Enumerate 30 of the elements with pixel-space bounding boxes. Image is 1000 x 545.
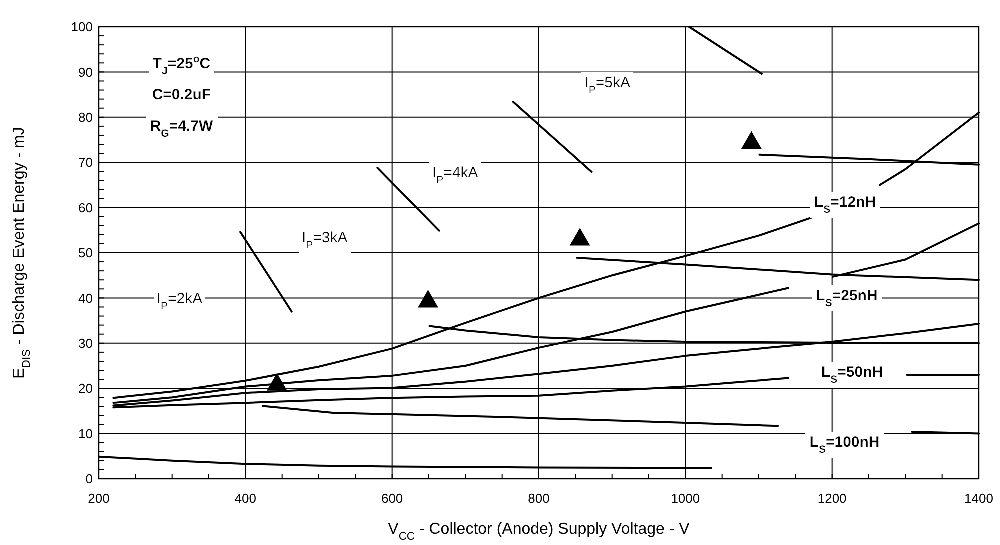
y-tick-label: 90 bbox=[78, 64, 93, 80]
annotation: T$_{J}$=25$^{o}$C bbox=[152, 53, 211, 78]
annotation: L$_{S}$=100nH bbox=[810, 434, 880, 456]
y-tick-label: 0 bbox=[86, 472, 93, 487]
annotation: I$_{P}$=4kA bbox=[432, 164, 478, 186]
x-tick-label: 1000 bbox=[671, 491, 700, 506]
y-tick-label: 30 bbox=[78, 336, 93, 351]
annotation: L$_{S}$=12nH bbox=[814, 194, 876, 216]
x-axis-title: V$_{CC}$ - Collector (Anode) Supply Voltage - V bbox=[388, 521, 690, 543]
y-tick-label: 20 bbox=[78, 381, 93, 396]
x-tick-label: 400 bbox=[234, 491, 257, 506]
y-tick-label: 70 bbox=[78, 155, 93, 170]
annotation: L$_{S}$=25nH bbox=[816, 287, 878, 310]
x-tick-label: 800 bbox=[528, 491, 550, 506]
y-tick-label: 80 bbox=[78, 110, 93, 125]
annotation: I$_{P}$=2kA bbox=[156, 290, 203, 312]
x-tick-label: 200 bbox=[88, 491, 110, 506]
x-tick-label: 1200 bbox=[818, 491, 847, 506]
y-tick-label: 50 bbox=[78, 246, 93, 261]
y-tick-label: 100 bbox=[71, 20, 93, 35]
annotation: R$_{G}$=4.7W bbox=[150, 118, 214, 140]
y-tick-label: 40 bbox=[78, 290, 93, 306]
annotation: L$_{S}$=50nH bbox=[821, 364, 884, 386]
y-tick-label: 10 bbox=[78, 426, 93, 442]
annotation: C=0.2uF bbox=[152, 86, 212, 104]
x-tick-label: 600 bbox=[381, 491, 404, 506]
x-tick-label: 1400 bbox=[964, 491, 994, 506]
y-tick-label: 60 bbox=[78, 200, 93, 216]
annotation: I$_{P}$=3kA bbox=[302, 229, 348, 252]
annotation: I$_{P}$=5kA bbox=[584, 74, 631, 96]
